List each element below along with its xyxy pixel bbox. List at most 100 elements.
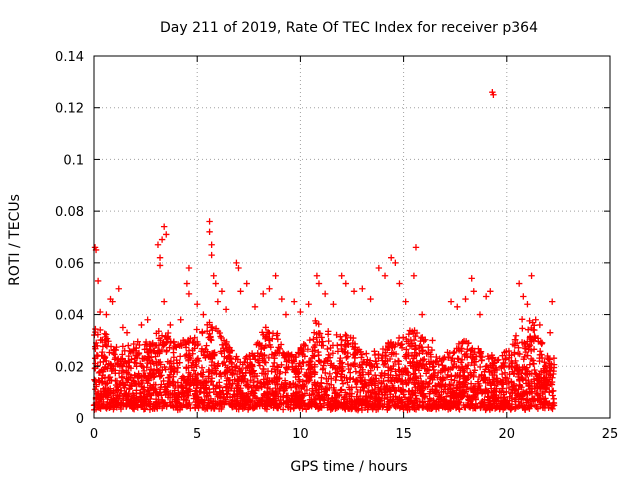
data-point (218, 288, 226, 295)
data-point (291, 298, 298, 305)
data-point (338, 272, 345, 279)
data-point (514, 403, 522, 410)
data-point (242, 364, 250, 372)
data-point (334, 401, 341, 408)
data-point (494, 357, 501, 364)
data-point (119, 351, 126, 358)
data-point (319, 366, 326, 373)
data-point (158, 346, 166, 354)
data-point (467, 352, 474, 360)
data-point (378, 388, 385, 396)
data-point (97, 387, 105, 395)
data-point (305, 301, 312, 308)
data-point (477, 387, 484, 394)
data-point (130, 340, 137, 348)
data-point (444, 371, 451, 379)
data-point (303, 386, 311, 394)
data-point (508, 359, 516, 367)
data-point (371, 396, 379, 403)
data-point (452, 391, 459, 399)
data-point (359, 358, 367, 366)
data-point (99, 348, 106, 356)
data-point (490, 91, 497, 98)
data-point (131, 402, 138, 410)
data-point (178, 383, 185, 391)
data-point (153, 358, 160, 365)
data-point (217, 333, 224, 340)
data-point (311, 347, 319, 354)
data-point (341, 393, 349, 401)
data-point (166, 394, 174, 401)
data-point (311, 379, 318, 386)
data-point (158, 332, 166, 339)
data-point (199, 329, 206, 337)
data-point (257, 396, 265, 404)
data-point (319, 338, 326, 345)
data-point (113, 386, 121, 394)
data-point (351, 401, 358, 408)
data-point (412, 389, 419, 397)
data-point (169, 378, 176, 385)
data-point (412, 384, 419, 391)
data-point (343, 332, 350, 340)
data-point (145, 391, 153, 398)
data-point (385, 344, 393, 351)
data-point (266, 336, 273, 344)
data-point (246, 363, 253, 370)
data-point (452, 404, 460, 412)
data-point (518, 316, 526, 323)
data-point (155, 328, 162, 335)
data-point (385, 377, 392, 384)
data-point (135, 380, 142, 387)
data-point (478, 357, 485, 364)
data-point (383, 382, 390, 390)
data-point (228, 347, 235, 354)
data-point (418, 311, 426, 318)
data-point (541, 358, 548, 366)
data-point (300, 342, 307, 350)
data-point (134, 396, 142, 403)
data-point (367, 377, 374, 384)
data-point (349, 351, 357, 359)
data-point (469, 405, 477, 412)
data-point (154, 350, 161, 357)
data-point (211, 405, 218, 412)
data-point (154, 405, 161, 412)
data-point (246, 395, 253, 403)
data-point (235, 406, 242, 413)
data-point (117, 387, 124, 395)
data-point (203, 378, 210, 386)
data-point (143, 342, 151, 350)
data-point (472, 391, 479, 398)
data-point (328, 381, 335, 388)
data-point (299, 351, 306, 358)
data-point (360, 384, 368, 391)
data-point (94, 331, 102, 338)
data-point (278, 295, 286, 303)
data-point (417, 337, 424, 345)
data-point (527, 403, 534, 410)
y-tick-label: 0.08 (55, 205, 84, 220)
data-point (312, 395, 320, 402)
data-point (146, 369, 153, 377)
data-point (186, 386, 193, 393)
data-point (512, 332, 520, 339)
data-point (330, 301, 337, 308)
data-point (453, 363, 460, 370)
data-point (274, 366, 281, 374)
data-point (157, 337, 164, 344)
data-point (503, 375, 511, 382)
data-point (154, 241, 162, 248)
data-point (417, 386, 424, 394)
data-point (493, 385, 500, 392)
data-point (265, 354, 273, 362)
data-point (177, 383, 185, 390)
data-point (167, 338, 174, 345)
data-point (459, 372, 467, 379)
data-point (308, 363, 315, 371)
data-point (324, 331, 332, 338)
data-point (233, 385, 240, 392)
data-point (424, 405, 431, 413)
data-point (499, 352, 506, 359)
y-tick-labels: 0 0.02 0.04 0.06 0.08 0.1 0.12 0.14 (55, 50, 84, 427)
